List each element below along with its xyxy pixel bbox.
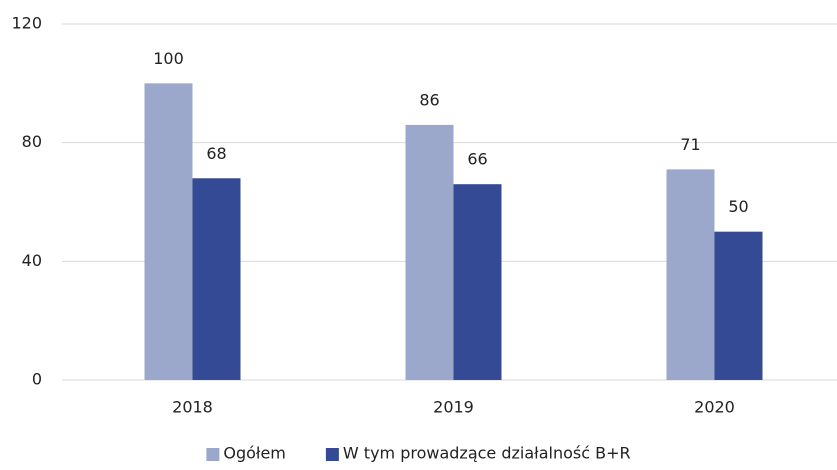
data-label: 66 xyxy=(467,150,487,169)
y-tick-label: 80 xyxy=(22,132,42,151)
bar xyxy=(666,169,715,380)
x-tick-label: 2019 xyxy=(433,398,474,417)
data-label: 71 xyxy=(680,135,700,154)
data-label: 68 xyxy=(206,144,226,163)
data-label: 100 xyxy=(153,49,184,68)
y-tick-label: 120 xyxy=(11,14,42,33)
legend-swatch xyxy=(206,448,220,461)
bar xyxy=(144,83,193,380)
data-label: 50 xyxy=(728,197,748,216)
y-tick-label: 0 xyxy=(32,370,42,389)
legend-label: W tym prowadzące działalność B+R xyxy=(343,444,631,463)
bar xyxy=(192,178,241,380)
data-label: 86 xyxy=(419,90,439,109)
x-tick-label: 2018 xyxy=(172,398,213,417)
bar xyxy=(714,231,763,380)
bar xyxy=(405,124,454,380)
bar xyxy=(453,184,502,380)
legend-label: Ogółem xyxy=(223,444,286,463)
y-tick-label: 40 xyxy=(22,251,42,270)
legend-swatch xyxy=(325,448,339,461)
x-tick-label: 2020 xyxy=(694,398,735,417)
